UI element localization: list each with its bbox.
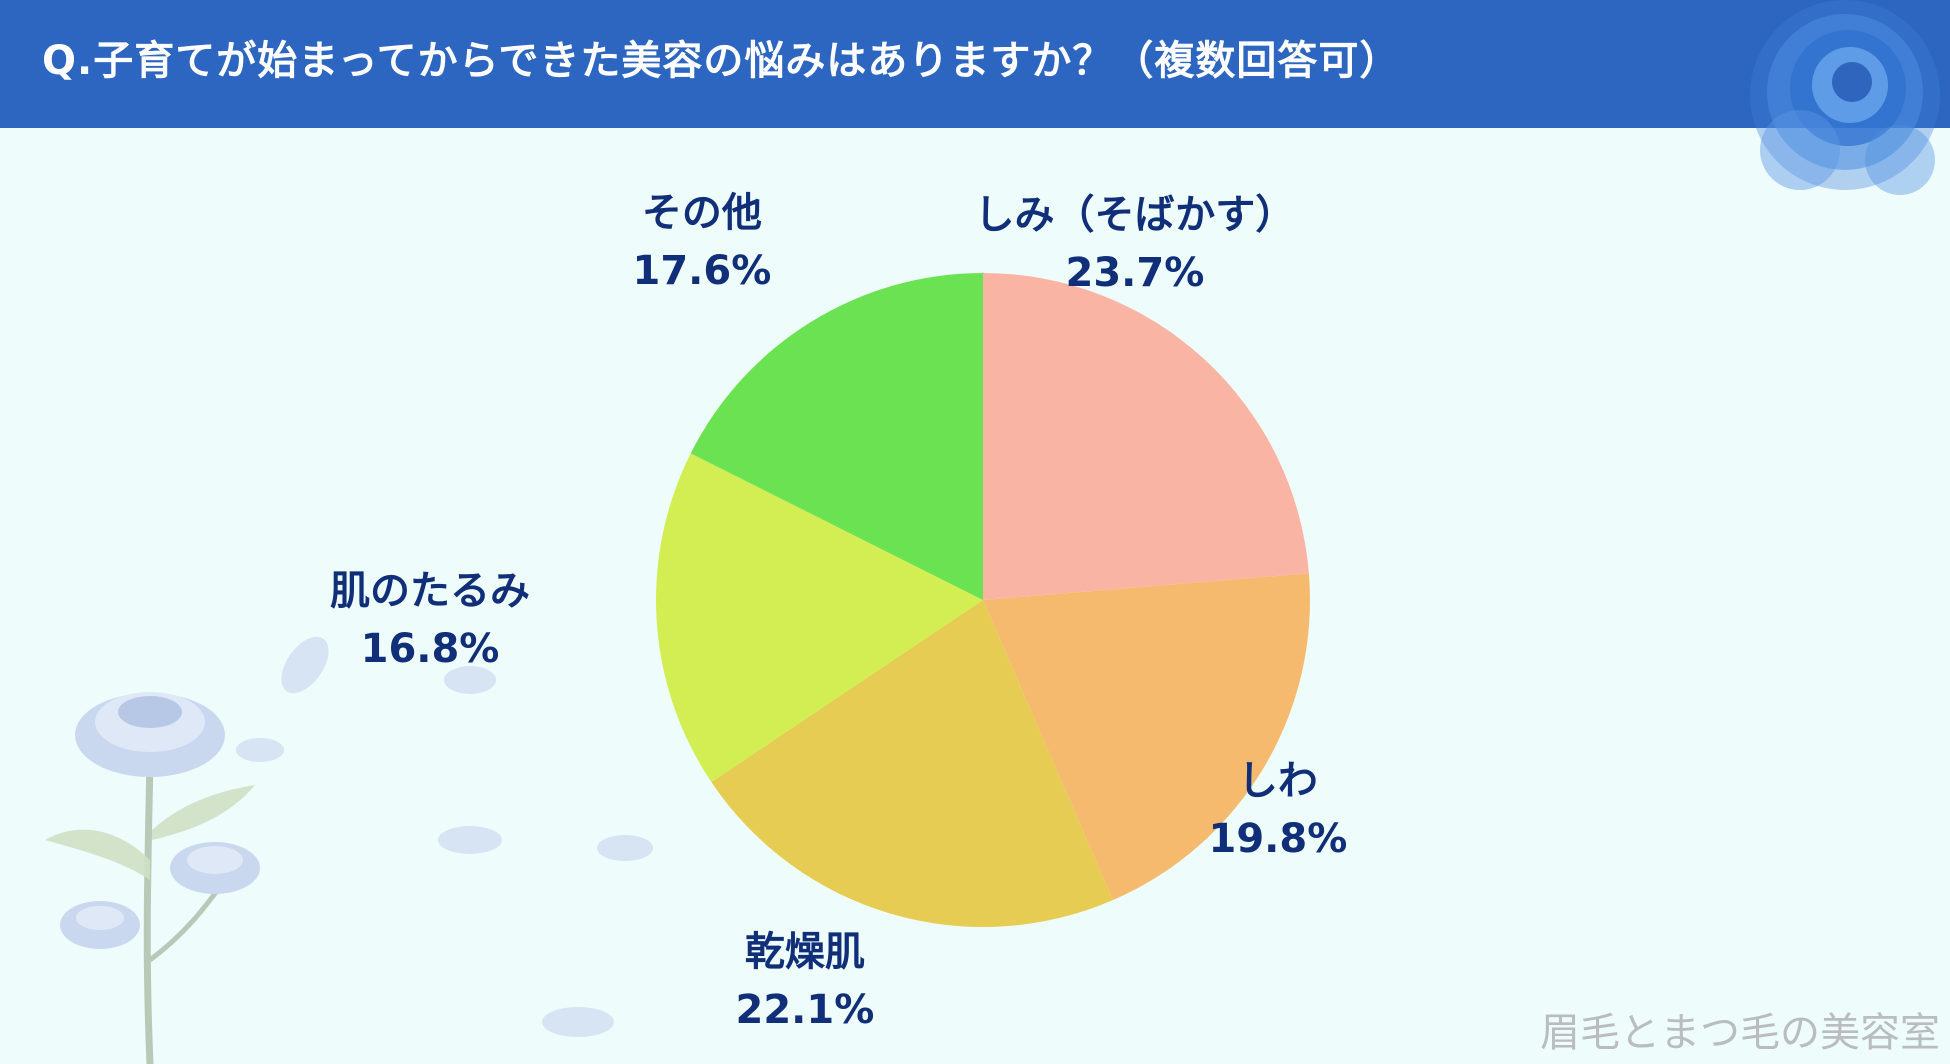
slice-value-0: 23.7%: [1065, 250, 1205, 296]
slice-value-4: 17.6%: [632, 248, 772, 294]
pie-slice-2: [711, 600, 1113, 928]
slice-label-4: その他 17.6%: [633, 184, 772, 300]
chart-title: Q.子育てが始まってからできた美容の悩みはありますか？（複数回答可）: [42, 38, 1401, 84]
slice-value-3: 16.8%: [360, 626, 500, 672]
slice-label-3: 肌のたるみ 16.8%: [330, 562, 530, 678]
slice-name-1: しわ: [1237, 758, 1318, 804]
slice-name-0: しみ（そばかす）: [974, 192, 1296, 238]
watermark: 眉毛とまつ毛の美容室: [1540, 1010, 1940, 1056]
slice-label-1: しわ 19.8%: [1209, 752, 1348, 868]
rose-bottom-left-icon: [45, 692, 260, 1064]
rose-top-right-icon: [1750, 0, 1940, 195]
slice-value-2: 22.1%: [735, 987, 875, 1033]
slice-label-2: 乾燥肌 22.1%: [736, 923, 875, 1039]
slice-name-4: その他: [641, 190, 762, 236]
header-band: Q.子育てが始まってからできた美容の悩みはありますか？（複数回答可）: [0, 0, 1950, 128]
slice-value-1: 19.8%: [1208, 816, 1348, 862]
slice-name-3: 肌のたるみ: [330, 568, 530, 614]
slice-name-2: 乾燥肌: [744, 929, 865, 975]
slice-label-0: しみ（そばかす） 23.7%: [975, 186, 1296, 302]
pie-slice-1: [983, 573, 1311, 901]
petals-icon: [236, 636, 653, 1037]
pie-slice-0: [983, 273, 1309, 600]
pie-slice-4: [690, 273, 983, 600]
pie-slice-3: [656, 453, 983, 783]
pie-chart: [656, 273, 1311, 928]
